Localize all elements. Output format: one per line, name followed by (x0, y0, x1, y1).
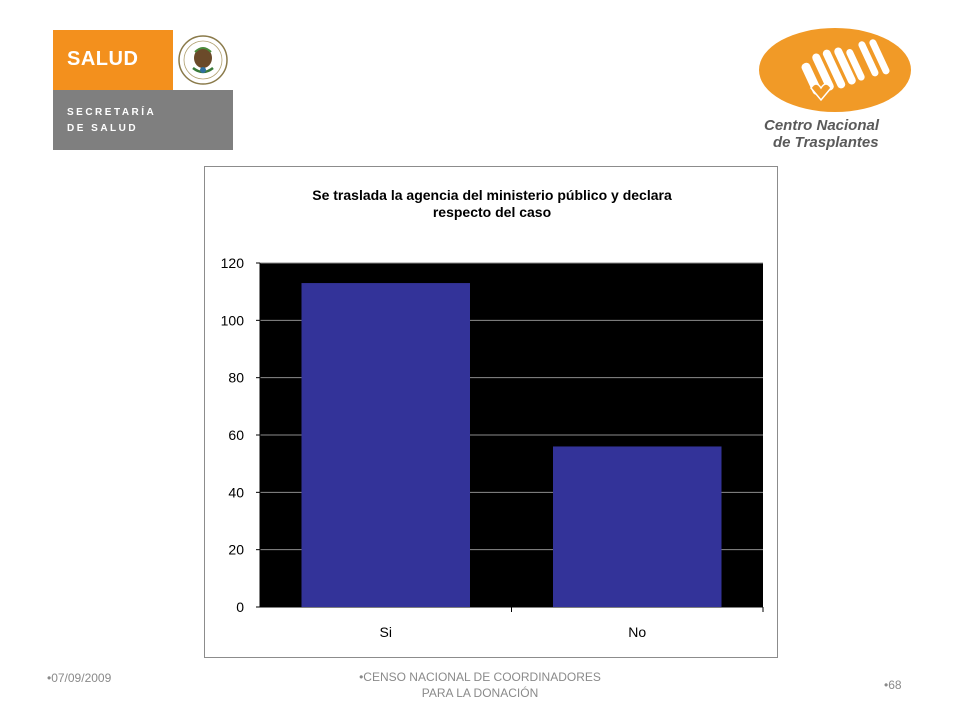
salud-gray-block: SECRETARÍA DE SALUD (53, 90, 233, 150)
chart-svg: 0 20 40 60 80 100 120 Si No (221, 255, 764, 640)
y-tick-label: 100 (221, 312, 245, 328)
footer-date-text: 07/09/2009 (51, 671, 112, 685)
chart-title-line2: respecto del caso (432, 204, 552, 220)
bullet-icon: • (359, 670, 364, 684)
y-tick-label: 0 (236, 599, 244, 615)
cenatra-logo: Centro Nacional de Trasplantes (755, 26, 915, 156)
salud-logo: SALUD SECRETARÍA DE SALUD (53, 30, 233, 150)
chart-title: Se traslada la agencia del ministerio pú… (205, 187, 779, 221)
salud-line-1: SECRETARÍA (67, 107, 157, 118)
chart-title-line1: Se traslada la agencia del ministerio pú… (312, 187, 672, 203)
chart-frame: 0 20 40 60 80 100 120 Si No Se traslada la agenc… (204, 166, 778, 658)
footer-page: •68 (884, 678, 902, 692)
bullet-icon: • (884, 678, 889, 692)
bullet-icon: • (47, 671, 52, 685)
y-tick-label: 40 (228, 484, 244, 500)
cenatra-hands-icon (759, 28, 911, 112)
x-tick-label: No (628, 624, 646, 640)
x-tick-label: Si (380, 624, 392, 640)
footer-center-line1: CENSO NACIONAL DE COORDINADORES (363, 670, 601, 684)
bar (552, 446, 722, 607)
y-tick-label: 80 (228, 370, 244, 386)
cenatra-name-line2: de Trasplantes (773, 134, 879, 151)
footer-center-line2: PARA LA DONACIÓN (421, 686, 539, 700)
y-tick-label: 20 (228, 542, 244, 558)
footer-date: •07/09/2009 (47, 671, 111, 685)
footer-title: •CENSO NACIONAL DE COORDINADORES PARA LA… (330, 669, 630, 701)
mexico-seal-icon (173, 30, 233, 90)
salud-line-2: DE SALUD (67, 123, 139, 134)
bar (301, 283, 471, 607)
y-tick-label: 60 (228, 427, 244, 443)
y-tick-label: 120 (221, 255, 245, 271)
salud-orange-block: SALUD (53, 30, 173, 90)
cenatra-name-line1: Centro Nacional (764, 117, 880, 134)
salud-word: SALUD (67, 48, 139, 70)
footer-page-number: 68 (888, 678, 902, 692)
